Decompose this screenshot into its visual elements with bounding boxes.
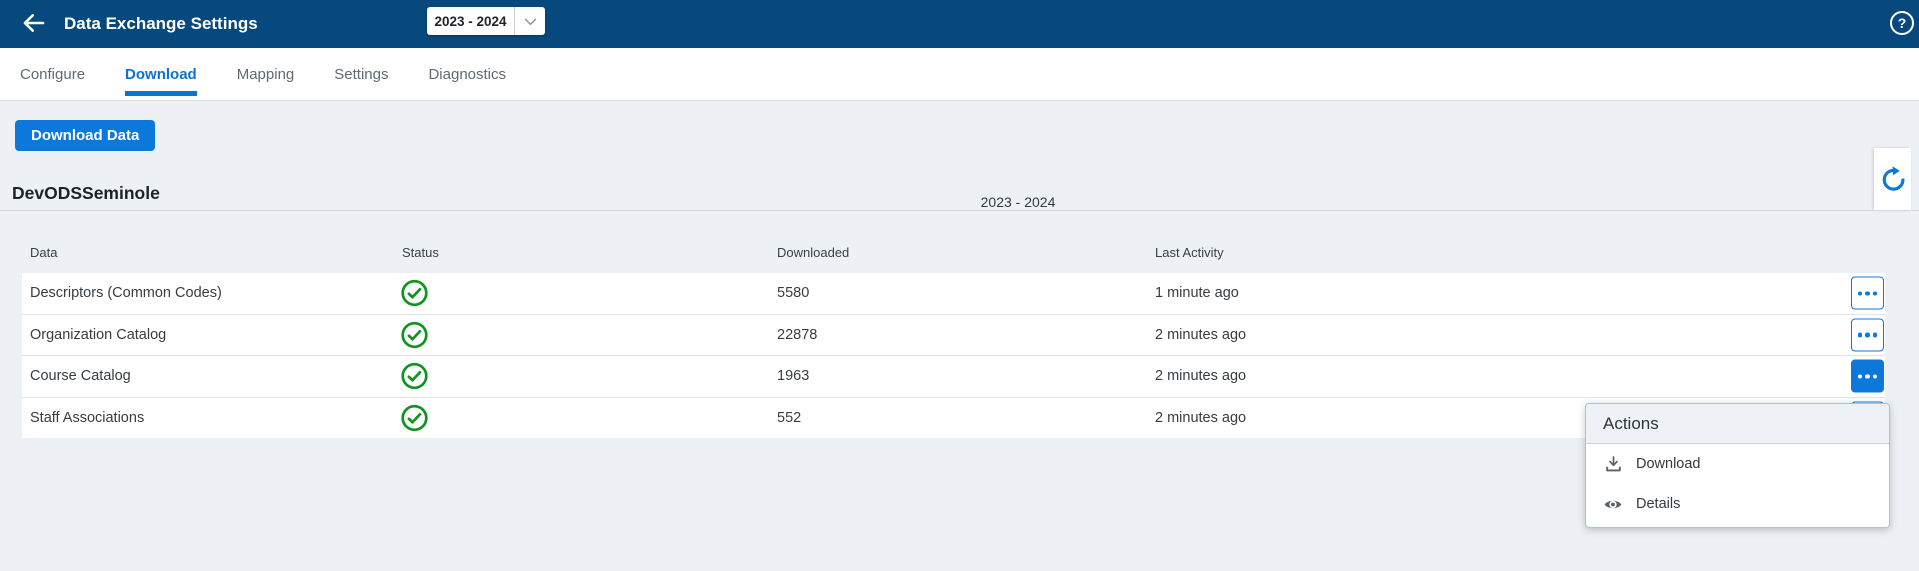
check-circle-icon [400,279,429,308]
actions-popup-title: Actions [1586,404,1889,444]
table-row: Course Catalog 1963 2 minutes ago [22,355,1885,397]
row-actions-ellipsis-button[interactable] [1851,318,1884,352]
check-circle-icon [400,362,429,391]
top-app-bar: Data Exchange Settings 2023 - 2024 ? [0,0,1919,48]
row-data-name: Staff Associations [30,409,145,426]
page-title: Data Exchange Settings [64,14,258,33]
tab-settings[interactable]: Settings [334,48,388,100]
table-row: Descriptors (Common Codes) 5580 1 minute… [22,273,1885,314]
help-icon[interactable]: ? [1890,11,1914,35]
column-header-last-activity: Last Activity [1155,245,1224,260]
column-header-downloaded: Downloaded [777,245,850,260]
row-downloaded-count: 1963 [777,368,810,385]
download-icon [1603,455,1623,474]
refresh-panel [1874,148,1911,210]
section-school-year-label: 2023 - 2024 [980,194,1056,210]
back-arrow-icon [20,13,47,38]
settings-tab-bar: Configure Download Mapping Settings Diag… [0,48,1919,101]
school-year-select[interactable]: 2023 - 2024 [427,7,545,35]
instance-name-heading: DevODSSeminole [12,183,160,203]
row-last-activity: 2 minutes ago [1155,368,1247,385]
tab-configure[interactable]: Configure [20,48,85,100]
row-last-activity: 2 minutes ago [1155,409,1247,426]
row-last-activity: 1 minute ago [1155,285,1239,302]
row-data-name: Descriptors (Common Codes) [30,285,222,302]
row-data-name: Course Catalog [30,368,131,385]
menu-item-details[interactable]: Details [1586,484,1889,524]
download-data-button[interactable]: Download Data [15,120,156,151]
chevron-down-icon [514,7,545,35]
column-header-data: Data [30,245,58,260]
check-circle-icon [400,320,429,349]
menu-item-label: Download [1636,456,1701,472]
download-status-table: Descriptors (Common Codes) 5580 1 minute… [22,273,1885,438]
menu-item-label: Details [1636,496,1681,512]
tab-diagnostics[interactable]: Diagnostics [428,48,506,100]
row-data-name: Organization Catalog [30,326,167,343]
section-divider [0,210,1919,211]
row-downloaded-count: 5580 [777,285,810,302]
actions-popup: Actions Download Details [1585,403,1890,528]
row-actions-ellipsis-button-active[interactable] [1851,359,1884,393]
refresh-button[interactable] [1878,165,1907,194]
tab-download[interactable]: Download [125,48,197,100]
row-downloaded-count: 22878 [777,326,818,343]
row-actions-ellipsis-button[interactable] [1851,276,1884,310]
school-year-value: 2023 - 2024 [434,13,507,29]
eye-icon [1603,494,1623,515]
tab-mapping[interactable]: Mapping [237,48,295,100]
refresh-icon [1879,165,1907,196]
back-button[interactable] [16,10,50,38]
check-circle-icon [400,403,429,432]
column-header-status: Status [402,245,439,260]
menu-item-download[interactable]: Download [1586,444,1889,484]
table-row: Organization Catalog 22878 2 minutes ago [22,313,1885,356]
row-last-activity: 2 minutes ago [1155,326,1247,343]
row-downloaded-count: 552 [777,409,802,426]
